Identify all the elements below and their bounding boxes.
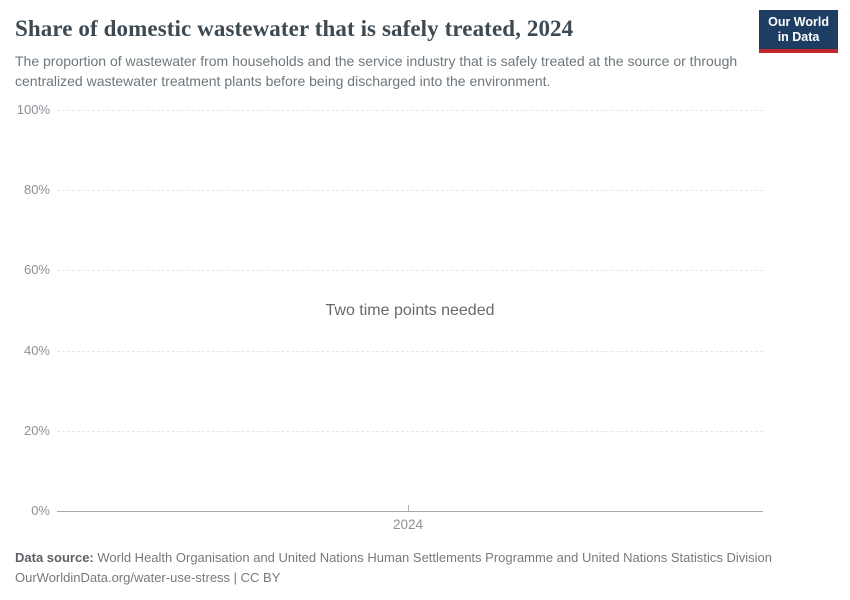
owid-logo: Our World in Data xyxy=(759,10,838,53)
gridline xyxy=(57,431,763,432)
data-source-text: World Health Organisation and United Nat… xyxy=(93,550,772,565)
gridline xyxy=(57,270,763,271)
x-axis-line xyxy=(57,511,763,512)
owid-logo-line2: in Data xyxy=(777,30,820,44)
license-line: OurWorldinData.org/water-use-stress | CC… xyxy=(15,570,281,585)
chart-footer: Data source: World Health Organisation a… xyxy=(15,548,815,588)
x-axis-tick-mark xyxy=(408,505,409,511)
y-axis-tick-label: 100% xyxy=(16,102,50,117)
chart-subtitle: The proportion of wastewater from househ… xyxy=(15,53,738,89)
y-axis-tick-label: 20% xyxy=(23,423,50,438)
page-title: Share of domestic wastewater that is saf… xyxy=(15,16,574,41)
gridline xyxy=(57,110,763,111)
data-source-label: Data source: xyxy=(15,550,94,565)
y-axis-tick-label: 0% xyxy=(31,503,50,518)
y-axis-tick-label: 40% xyxy=(23,343,50,358)
x-axis-tick-label: 2024 xyxy=(392,517,424,532)
y-axis-tick-label: 80% xyxy=(23,182,50,197)
gridline xyxy=(57,190,763,191)
owid-logo-line1: Our World xyxy=(768,15,829,29)
gridline xyxy=(57,351,763,352)
data-source-line: Data source: World Health Organisation a… xyxy=(15,548,815,568)
empty-chart-message: Two time points needed xyxy=(325,302,495,319)
y-axis-tick-label: 60% xyxy=(23,262,50,277)
